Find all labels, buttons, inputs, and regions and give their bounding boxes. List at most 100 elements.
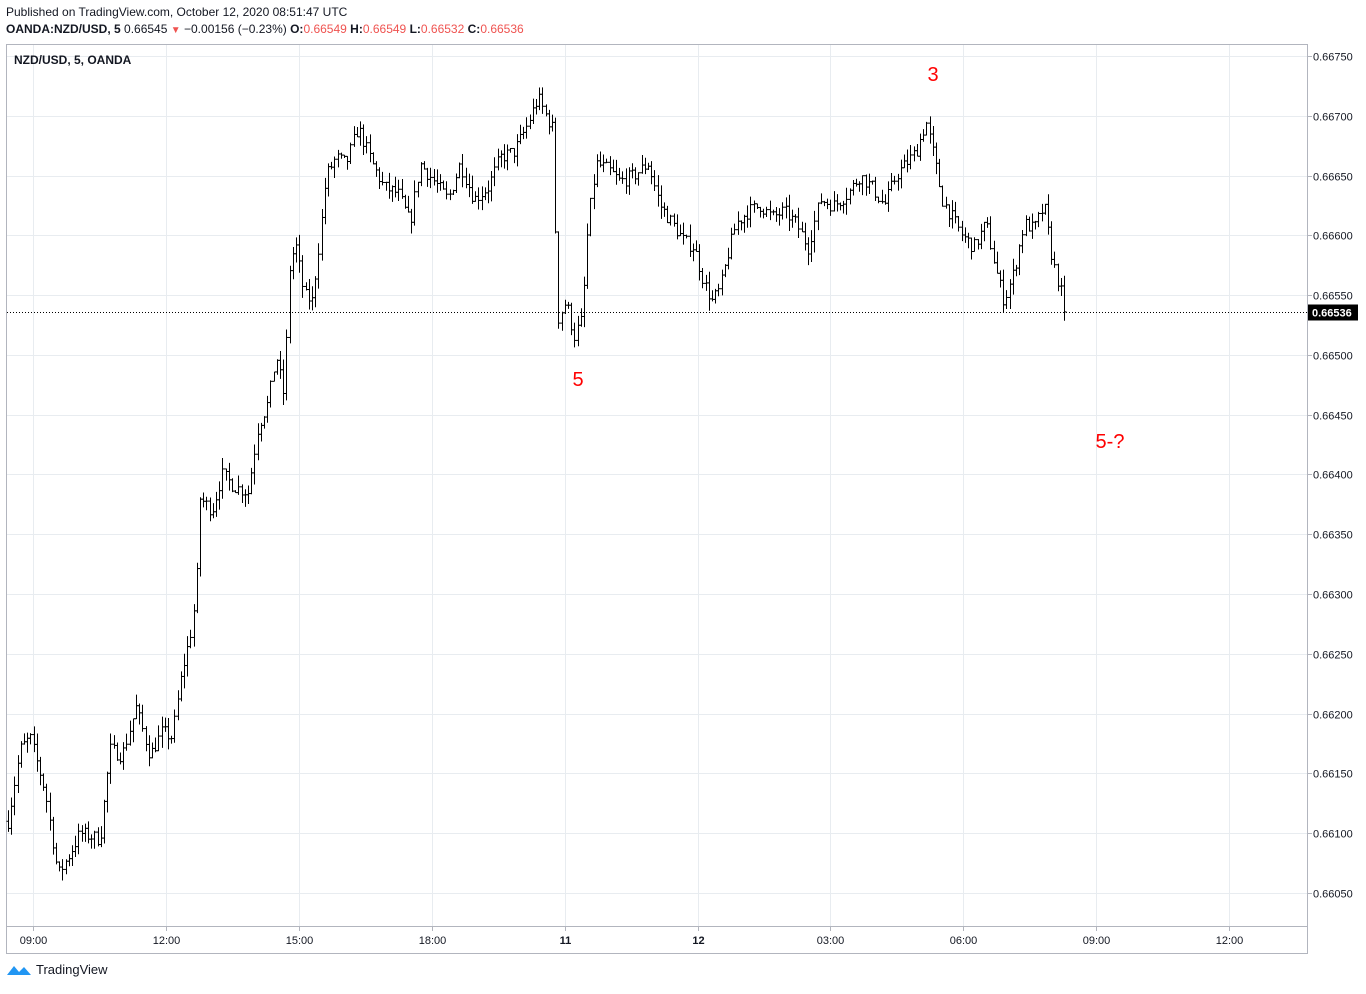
x-tick-label: 12:00 — [1216, 935, 1244, 947]
ohlc-bar — [214, 491, 219, 517]
ohlc-bar — [288, 265, 293, 344]
ohlc-bar — [950, 200, 955, 229]
ohlc-bar — [624, 168, 629, 194]
ohlc-bar — [432, 169, 437, 186]
ohlc-bar — [291, 246, 296, 280]
ohlc-bar — [1004, 290, 1009, 310]
ohlc-bar — [336, 149, 341, 168]
bars-layer — [6, 87, 1067, 881]
ohlc-bar — [166, 718, 171, 750]
y-tick-label: 0.66400 — [1313, 470, 1353, 482]
ohlc-bar — [1046, 194, 1051, 235]
ohlc-bar — [345, 155, 350, 170]
ohlc-bar — [806, 237, 811, 266]
ohlc-bar — [988, 216, 993, 250]
ohlc-bar — [944, 196, 949, 209]
ohlc-bar — [240, 484, 245, 504]
ohlc-bar — [889, 172, 894, 192]
ohlc-bar — [352, 126, 357, 147]
ohlc-bar — [483, 187, 488, 201]
ohlc-bar — [70, 845, 75, 866]
ohlc-bar — [374, 161, 379, 177]
ohlc-bar — [934, 142, 939, 175]
ohlc-bar — [572, 322, 577, 348]
ohlc-bar — [499, 150, 504, 168]
ohlc-bar — [848, 188, 853, 205]
ohlc-bar — [1014, 264, 1019, 277]
ohlc-bar — [28, 733, 33, 745]
ohlc-bar — [985, 217, 990, 228]
published-text: Published on TradingView.com, October 12… — [6, 5, 348, 19]
ohlc-bar — [76, 823, 81, 855]
price-change: −0.00156 (−0.23%) — [184, 22, 287, 36]
ohlc-bar — [524, 117, 529, 139]
ohlc-bar — [60, 859, 65, 881]
ohlc-bar — [825, 198, 830, 210]
ohlc-bar — [656, 175, 661, 207]
ohlc-bar — [201, 492, 206, 508]
ohlc-bar — [108, 733, 113, 784]
ohlc-bar — [953, 201, 958, 224]
x-tick-label: 12:00 — [153, 935, 181, 947]
ohlc-bar — [563, 299, 568, 314]
open-label: O: — [290, 22, 304, 36]
grid-layer — [7, 45, 1307, 926]
ohlc-bar — [742, 214, 747, 233]
ohlc-bar — [761, 208, 766, 219]
y-tick-label: 0.66600 — [1313, 231, 1353, 243]
ohlc-bar — [243, 489, 248, 507]
ohlc-bar — [486, 180, 491, 204]
ohlc-bar — [854, 178, 859, 187]
ohlc-bar — [476, 187, 481, 210]
ohlc-bar — [745, 205, 750, 228]
y-tick-label: 0.66650 — [1313, 172, 1353, 184]
ohlc-bar — [396, 179, 401, 201]
ohlc-bar — [992, 240, 997, 264]
ohlc-bar — [358, 121, 363, 146]
ohlc-bar — [313, 276, 318, 308]
ohlc-bar — [908, 145, 913, 170]
chart-title: NZD/USD, 5, OANDA — [14, 53, 132, 67]
ohlc-bar — [153, 737, 158, 753]
ohlc-bar — [940, 185, 945, 207]
ohlc-bar — [723, 264, 728, 278]
y-tick-label: 0.66750 — [1313, 52, 1353, 64]
ohlc-bar — [512, 147, 517, 164]
ohlc-bar — [595, 154, 600, 188]
ohlc-bar — [419, 162, 424, 187]
ohlc-bar — [720, 269, 725, 296]
ohlc-bar — [118, 752, 123, 765]
ohlc-bar — [249, 467, 254, 495]
ohlc-bar — [1040, 203, 1045, 222]
ohlc-bar — [643, 157, 648, 175]
ohlc-bar — [22, 733, 27, 745]
y-tick-label: 0.66350 — [1313, 530, 1353, 542]
ohlc-bar — [876, 196, 881, 204]
ohlc-bar — [195, 562, 200, 614]
ohlc-bar — [764, 206, 769, 218]
y-tick-label: 0.66500 — [1313, 351, 1353, 363]
x-tick-label: 18:00 — [419, 935, 447, 947]
ohlc-bar — [496, 148, 501, 171]
ohlc-bar — [816, 202, 821, 231]
ohlc-bar — [758, 206, 763, 218]
ohlc-bar — [937, 158, 942, 188]
ohlc-bar — [140, 704, 145, 732]
ohlc-bar — [252, 444, 257, 485]
ohlc-bar — [716, 283, 721, 297]
ohlc-bar — [924, 121, 929, 136]
tradingview-brand[interactable]: TradingView — [6, 962, 108, 977]
ohlc-bar — [390, 185, 395, 202]
ohlc-bar — [297, 234, 302, 273]
ohlc-bar — [979, 223, 984, 250]
high-value: 0.66549 — [362, 22, 407, 36]
ohlc-bar — [864, 174, 869, 196]
ohlc-bar — [19, 741, 24, 768]
published-line: Published on TradingView.com, October 12… — [6, 5, 347, 19]
wave-annotation: 5-? — [1096, 431, 1125, 453]
ohlc-bar — [457, 162, 462, 179]
time-axis: 09:00 12:00 15:00 18:00 11 12 03:00 06:00 09:00 1… — [20, 926, 1244, 947]
y-tick-label: 0.66100 — [1313, 829, 1353, 841]
